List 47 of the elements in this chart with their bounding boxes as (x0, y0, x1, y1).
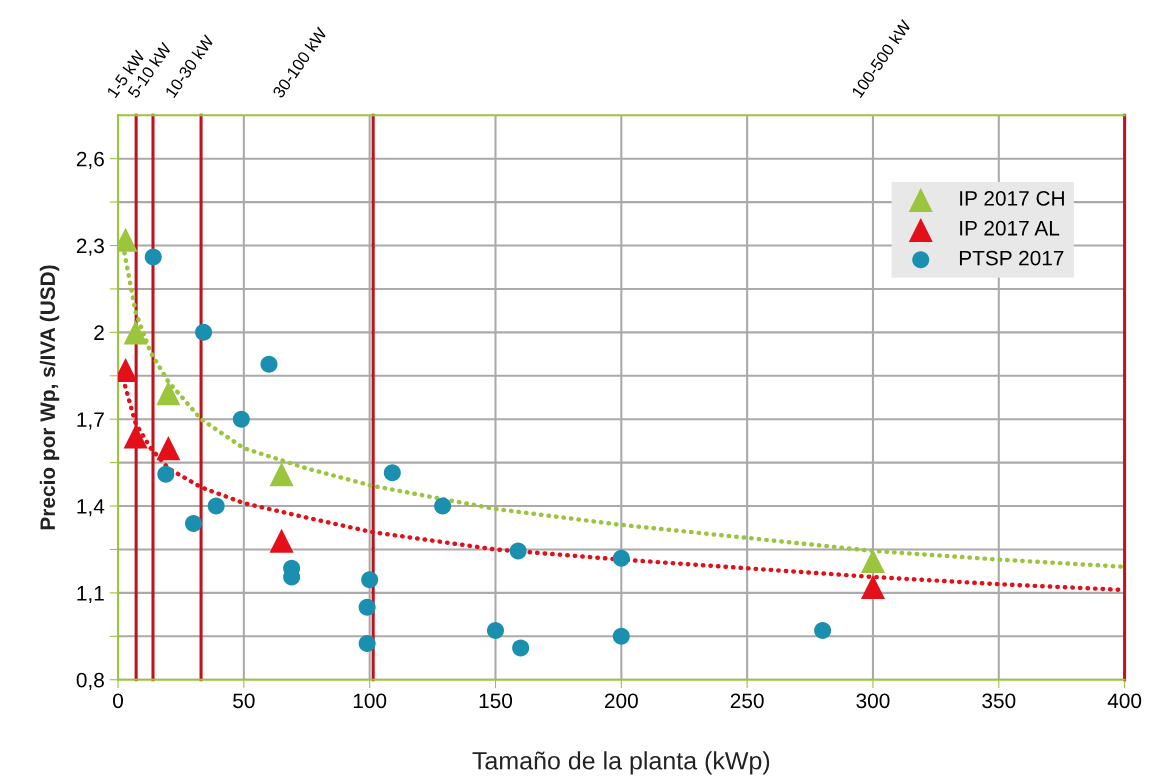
x-tick-label: 100 (353, 693, 387, 709)
y-tick-label: 1,7 (77, 412, 104, 430)
y-axis-title: Precio por Wp, s/IVA (USD) (39, 265, 60, 530)
point (123, 320, 148, 345)
x-tick-label: 250 (730, 693, 764, 709)
point (269, 528, 294, 553)
x-tick-label: 200 (604, 693, 638, 709)
point (207, 497, 225, 515)
point (185, 514, 203, 532)
point (860, 575, 885, 600)
y-tick-label: 1,4 (77, 499, 105, 517)
point (361, 571, 379, 589)
point (509, 542, 527, 560)
point (123, 424, 148, 449)
point (269, 462, 294, 487)
x-tick-label: 150 (479, 693, 513, 709)
x-tick-label: 350 (982, 693, 1016, 709)
point (157, 465, 175, 483)
point (612, 627, 630, 645)
y-tick-label: 0,8 (76, 672, 104, 690)
x-tick-label: 400 (1107, 693, 1142, 709)
y-tick-label: 2,6 (76, 151, 104, 169)
point (358, 598, 376, 616)
point (860, 549, 885, 574)
point (486, 622, 504, 640)
legend-label: IP 2017 CH (960, 191, 1064, 206)
point (434, 497, 452, 515)
legend-label: IP 2017 AL (960, 220, 1060, 236)
y-tick-label: 2,3 (76, 238, 104, 256)
point (512, 639, 530, 657)
y-tick-label: 2 (94, 325, 104, 340)
point (260, 355, 278, 373)
y-tick-label: 1,1 (77, 586, 104, 604)
point (156, 436, 181, 461)
point (144, 248, 162, 266)
point (156, 381, 181, 406)
x-axis-title: Tamaño de la planta (kWp) (472, 751, 770, 775)
point (814, 622, 832, 640)
point (383, 464, 401, 482)
legend-label: PTSP 2017 (959, 250, 1064, 266)
point (232, 410, 250, 428)
x-tick-label: 50 (233, 693, 255, 709)
x-tick-label: 300 (856, 693, 890, 709)
x-tick-label: 0 (113, 693, 123, 709)
point (358, 635, 376, 653)
point (195, 323, 213, 341)
point (612, 549, 630, 567)
